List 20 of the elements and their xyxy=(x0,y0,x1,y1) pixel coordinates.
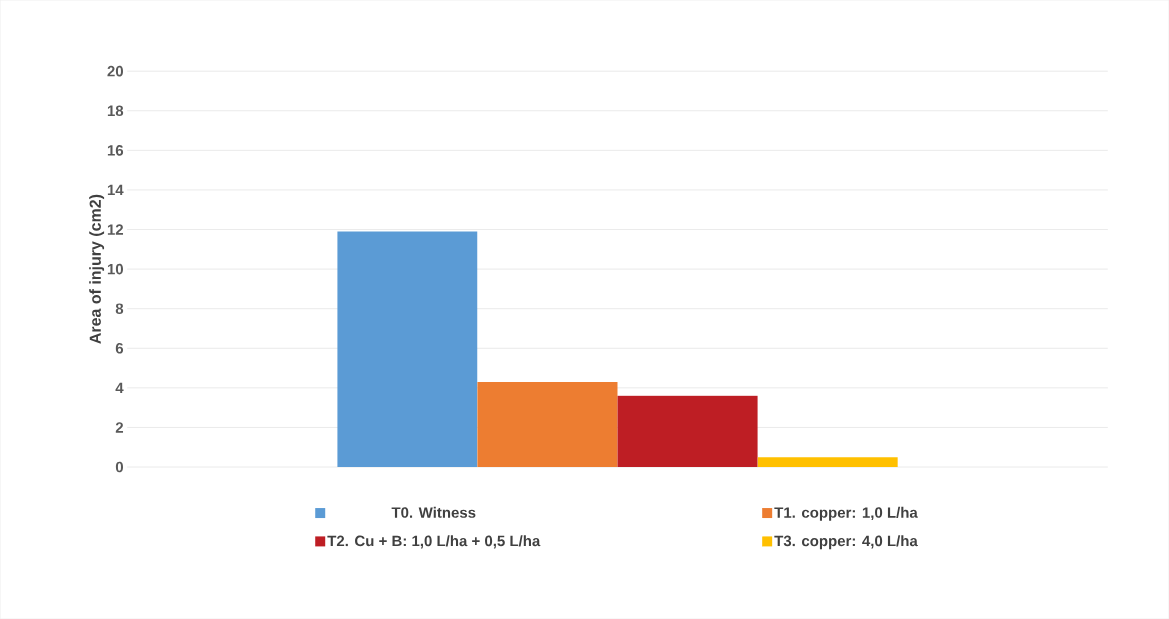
y-tick-label: 4 xyxy=(115,382,124,393)
text: T0. Witness xyxy=(391,506,476,518)
bar xyxy=(477,381,618,467)
y-tick-label: 20 xyxy=(107,65,123,77)
y-tick-label: 14 xyxy=(107,184,124,195)
y-tick-label: 16 xyxy=(107,144,124,156)
y-tick-label: 6 xyxy=(115,342,124,354)
y-tick-label: 8 xyxy=(115,303,124,314)
bar xyxy=(337,231,478,467)
bar xyxy=(757,457,898,467)
legend-label: T2. Cu + B: 1,0 L/ha + 0,5 L/ha xyxy=(327,535,541,549)
y-tick-label: 2 xyxy=(115,422,124,433)
bar xyxy=(617,395,758,467)
legend-label: T3. copper: 4,0 L/ha xyxy=(774,535,918,550)
y-tick-label: 18 xyxy=(107,105,124,116)
y-tick-label: 12 xyxy=(107,224,124,235)
y-tick-label: 0 xyxy=(115,461,123,473)
y-axis-title: Area of injury (cm2) xyxy=(89,194,105,344)
y-tick-label: 10 xyxy=(107,263,123,275)
legend-label: T1. copper: 1,0 L/ha xyxy=(774,506,918,521)
